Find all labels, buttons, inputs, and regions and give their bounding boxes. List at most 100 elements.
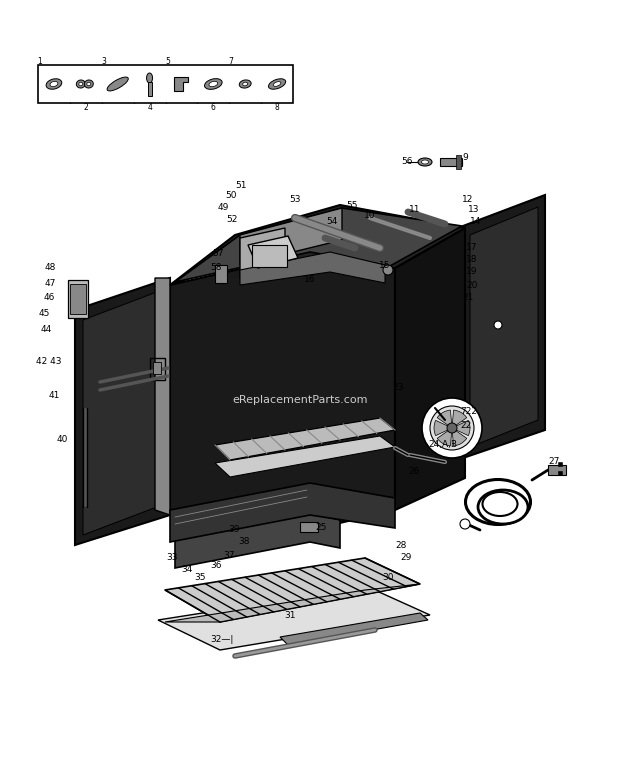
Circle shape bbox=[422, 398, 482, 458]
Polygon shape bbox=[170, 205, 465, 285]
Text: 16: 16 bbox=[304, 276, 316, 284]
Text: 24,A,B: 24,A,B bbox=[428, 441, 457, 449]
Text: 32—|: 32—| bbox=[210, 635, 233, 644]
Text: 54: 54 bbox=[326, 217, 338, 226]
Text: 58: 58 bbox=[210, 264, 221, 273]
Text: 4: 4 bbox=[147, 103, 152, 112]
Text: 49: 49 bbox=[218, 204, 229, 213]
Wedge shape bbox=[437, 428, 452, 446]
Polygon shape bbox=[170, 483, 395, 542]
Bar bbox=[70, 284, 86, 314]
Text: 51: 51 bbox=[235, 181, 247, 189]
Text: 14: 14 bbox=[470, 217, 481, 226]
Text: 52: 52 bbox=[226, 216, 237, 224]
Bar bbox=[215, 265, 227, 283]
Text: 3: 3 bbox=[101, 56, 106, 65]
Ellipse shape bbox=[239, 80, 251, 88]
Text: 56: 56 bbox=[402, 157, 413, 166]
Text: 37: 37 bbox=[223, 550, 235, 559]
Ellipse shape bbox=[46, 79, 62, 89]
Text: 6: 6 bbox=[211, 103, 216, 112]
Ellipse shape bbox=[418, 158, 432, 166]
Bar bbox=[300, 522, 318, 532]
Polygon shape bbox=[248, 236, 298, 268]
Text: 57: 57 bbox=[212, 249, 223, 258]
Text: 45: 45 bbox=[38, 309, 50, 318]
Text: 39: 39 bbox=[229, 525, 240, 534]
Bar bbox=[68, 280, 88, 318]
Polygon shape bbox=[395, 228, 465, 510]
Text: 53: 53 bbox=[290, 195, 301, 204]
Text: 19: 19 bbox=[466, 268, 477, 277]
Text: 28: 28 bbox=[395, 540, 406, 549]
Ellipse shape bbox=[209, 81, 218, 87]
Ellipse shape bbox=[422, 160, 428, 164]
Text: 38: 38 bbox=[239, 537, 250, 546]
Text: 26: 26 bbox=[408, 467, 419, 477]
Polygon shape bbox=[165, 558, 420, 622]
Wedge shape bbox=[452, 428, 467, 446]
Text: 17: 17 bbox=[466, 243, 477, 252]
Polygon shape bbox=[170, 253, 395, 530]
Text: 44: 44 bbox=[41, 325, 52, 334]
Polygon shape bbox=[83, 290, 162, 535]
Polygon shape bbox=[158, 587, 430, 650]
Circle shape bbox=[383, 265, 393, 275]
Polygon shape bbox=[175, 513, 340, 568]
Text: 21: 21 bbox=[462, 293, 474, 302]
Wedge shape bbox=[452, 420, 470, 435]
Text: 13: 13 bbox=[468, 205, 479, 214]
Text: 12: 12 bbox=[462, 195, 474, 204]
Text: 8: 8 bbox=[275, 103, 280, 112]
Text: 1: 1 bbox=[38, 56, 42, 65]
Polygon shape bbox=[165, 584, 420, 622]
Text: 55: 55 bbox=[346, 201, 358, 211]
Ellipse shape bbox=[76, 80, 86, 88]
Polygon shape bbox=[240, 228, 285, 278]
Text: 20: 20 bbox=[466, 280, 477, 290]
Polygon shape bbox=[463, 195, 545, 458]
Text: 40: 40 bbox=[56, 435, 68, 445]
Text: 46: 46 bbox=[43, 293, 55, 302]
Polygon shape bbox=[175, 208, 462, 282]
Text: 5: 5 bbox=[165, 56, 170, 65]
Ellipse shape bbox=[79, 82, 83, 86]
Circle shape bbox=[494, 321, 502, 329]
Text: 42 43: 42 43 bbox=[37, 357, 62, 366]
Ellipse shape bbox=[478, 490, 528, 524]
Ellipse shape bbox=[87, 82, 91, 86]
Ellipse shape bbox=[268, 79, 286, 89]
Text: 41: 41 bbox=[48, 391, 60, 400]
Polygon shape bbox=[155, 278, 170, 515]
Text: 47: 47 bbox=[45, 278, 56, 287]
Text: 25: 25 bbox=[315, 524, 326, 533]
Text: 50: 50 bbox=[225, 192, 236, 201]
Circle shape bbox=[447, 423, 457, 433]
Polygon shape bbox=[215, 436, 395, 477]
Circle shape bbox=[430, 406, 474, 450]
Bar bbox=[440, 158, 462, 166]
Bar bbox=[456, 155, 461, 169]
Circle shape bbox=[460, 519, 470, 529]
Text: 48: 48 bbox=[45, 264, 56, 273]
Text: 31: 31 bbox=[284, 610, 296, 619]
Text: 18: 18 bbox=[466, 255, 477, 264]
Ellipse shape bbox=[205, 78, 222, 90]
Ellipse shape bbox=[84, 80, 93, 88]
Ellipse shape bbox=[50, 81, 58, 87]
Polygon shape bbox=[470, 207, 538, 447]
Text: 36: 36 bbox=[211, 561, 222, 569]
Bar bbox=[38, 65, 293, 103]
Text: 2: 2 bbox=[84, 103, 88, 112]
Text: 33: 33 bbox=[167, 553, 178, 562]
Ellipse shape bbox=[273, 81, 281, 87]
Ellipse shape bbox=[146, 73, 153, 83]
Bar bbox=[548, 465, 566, 475]
Polygon shape bbox=[75, 278, 170, 545]
Text: 30: 30 bbox=[382, 574, 394, 582]
Polygon shape bbox=[240, 252, 385, 285]
Bar bbox=[153, 362, 161, 374]
Text: 722: 722 bbox=[460, 407, 477, 416]
Polygon shape bbox=[240, 208, 342, 265]
Polygon shape bbox=[174, 77, 188, 91]
